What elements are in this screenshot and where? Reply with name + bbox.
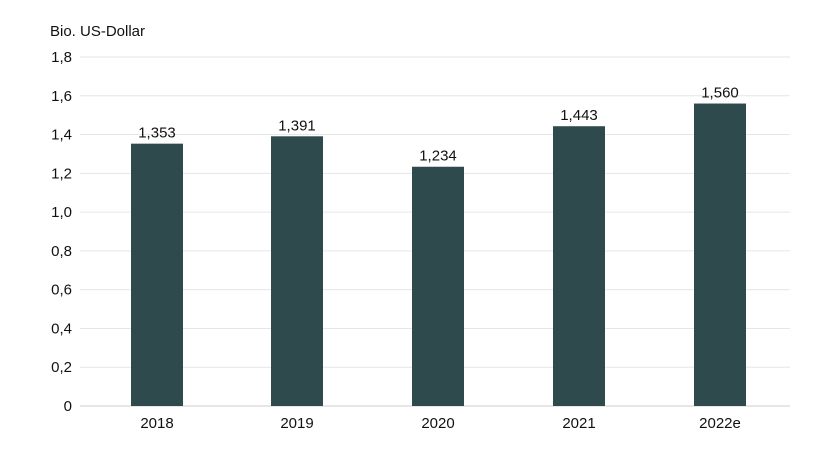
y-tick-label: 1,0 (51, 204, 72, 221)
y-tick-label: 0,6 (51, 282, 72, 299)
x-category-label: 2018 (140, 415, 173, 432)
x-category-label: 2021 (562, 415, 595, 432)
y-tick-label: 0,4 (51, 320, 72, 337)
data-label-2021: 1,443 (560, 107, 598, 124)
y-tick-label: 1,4 (51, 127, 72, 144)
y-axis-title: Bio. US-Dollar (50, 23, 145, 40)
y-tick-label: 1,2 (51, 165, 72, 182)
data-labels: 1,353 1,391 1,234 1,443 1,560 (138, 85, 739, 165)
y-tick-label: 0,2 (51, 359, 72, 376)
y-axis-ticks: 0 0,2 0,4 0,6 0,8 1,0 1,2 1,4 1,6 1,8 (51, 49, 72, 415)
x-category-label: 2022e (699, 415, 741, 432)
data-label-2018: 1,353 (138, 125, 176, 142)
bar-2022e (694, 103, 746, 407)
y-tick-label: 1,8 (51, 49, 72, 66)
y-tick-label: 0,8 (51, 243, 72, 260)
bars (131, 103, 746, 407)
x-category-label: 2020 (421, 415, 454, 432)
bar-2020 (412, 166, 464, 406)
x-axis-categories: 2018 2019 2020 2021 2022e (140, 415, 741, 432)
bar-2019 (271, 136, 323, 407)
bar-2018 (131, 143, 183, 406)
y-tick-label: 0 (64, 398, 72, 415)
data-label-2020: 1,234 (419, 148, 457, 165)
data-label-2022e: 1,560 (701, 85, 739, 102)
y-tick-label: 1,6 (51, 88, 72, 105)
data-label-2019: 1,391 (278, 117, 316, 134)
x-category-label: 2019 (280, 415, 313, 432)
bar-2021 (553, 126, 605, 407)
